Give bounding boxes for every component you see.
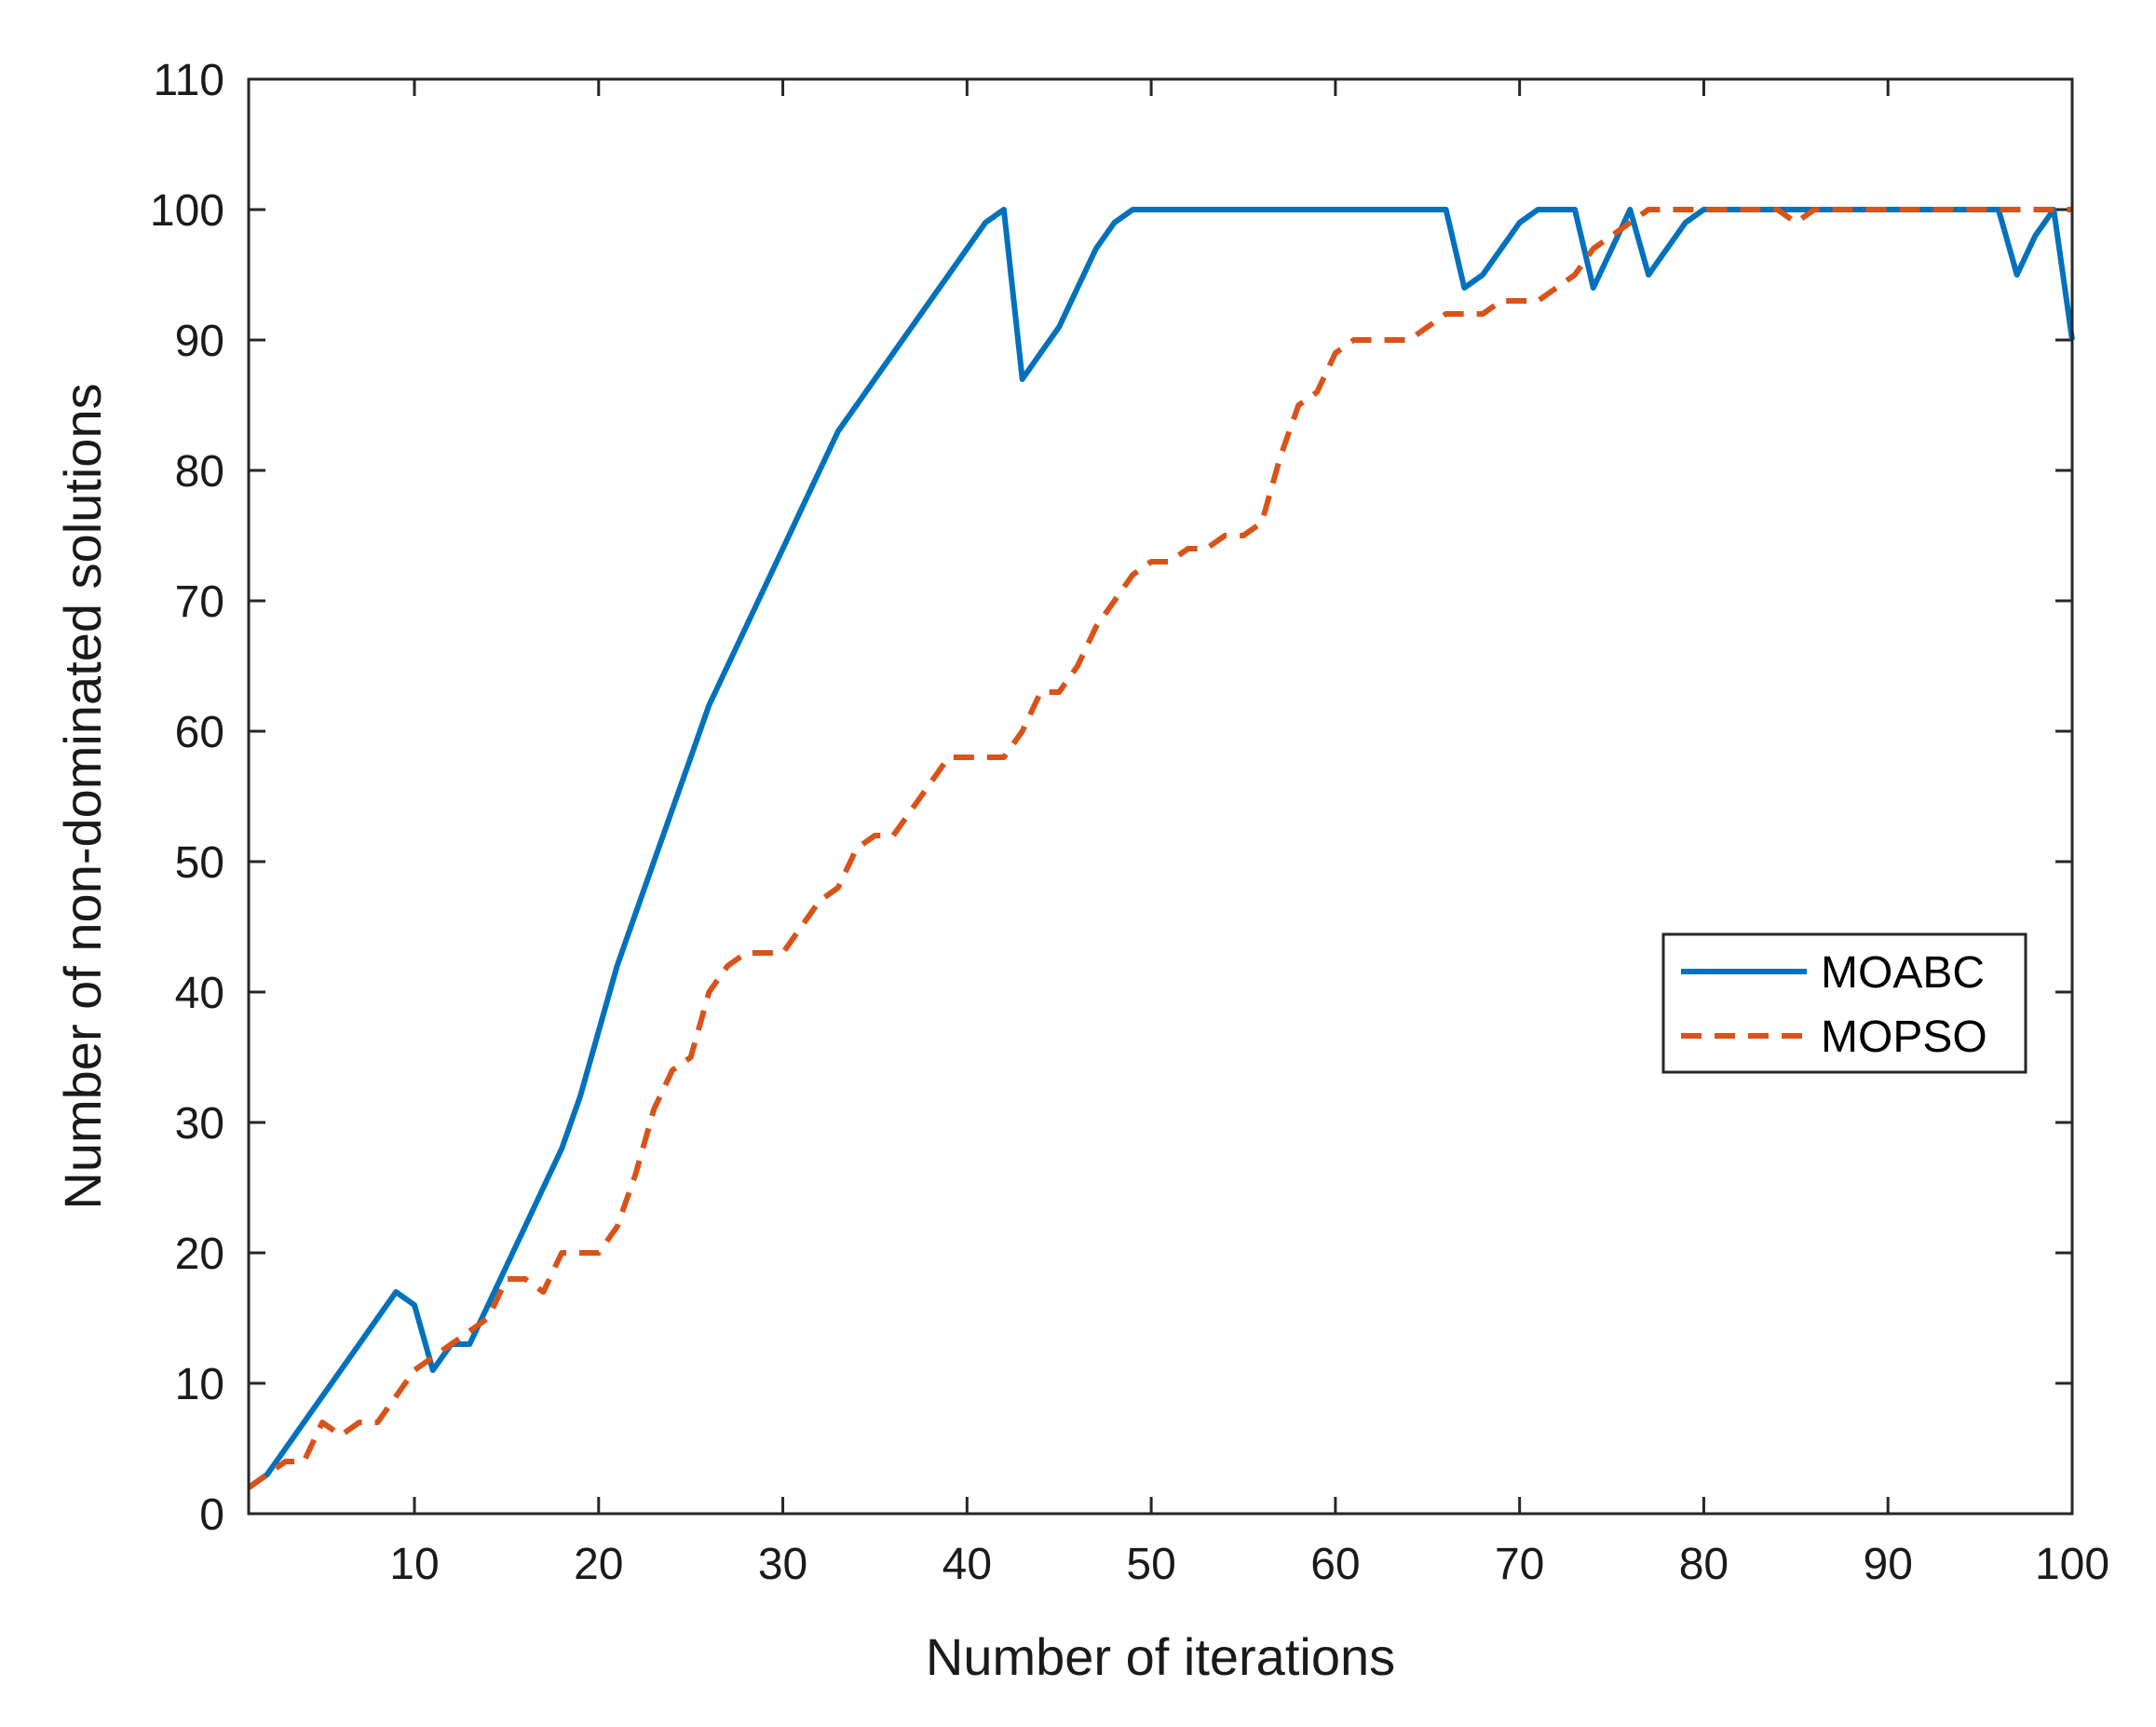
- x-tick-label: 50: [1126, 1540, 1175, 1589]
- series-line-moabc: [247, 207, 2075, 1490]
- x-tick-label: 90: [1864, 1540, 1913, 1589]
- y-tick-label: 10: [175, 1360, 224, 1409]
- x-tick-label: 100: [2035, 1540, 2109, 1589]
- x-tick-label: 10: [389, 1540, 439, 1589]
- x-axis-title: Number of iterations: [926, 1627, 1395, 1686]
- series-line-mopso: [247, 207, 2072, 1490]
- x-tick-label: 60: [1310, 1540, 1360, 1589]
- y-axis-title: Number of non-dominated solutions: [53, 383, 112, 1209]
- y-tick-label: 20: [175, 1230, 224, 1279]
- legend-box: [1661, 932, 2027, 1074]
- y-tick-label: 80: [175, 447, 224, 496]
- x-tick-label: 40: [942, 1540, 992, 1589]
- legend-label-mopso: MOPSO: [1821, 1013, 1987, 1062]
- y-tick-label: 40: [175, 969, 224, 1018]
- series-lines: [247, 207, 2075, 1490]
- y-tick-label: 70: [175, 578, 224, 627]
- legend: MOABC MOPSO: [1661, 932, 2027, 1074]
- plot-area: [249, 79, 2072, 1514]
- y-tick-label: 90: [175, 317, 224, 366]
- y-tick-label: 50: [175, 838, 224, 888]
- x-tick-label: 70: [1495, 1540, 1544, 1589]
- x-tick-label: 20: [574, 1540, 623, 1589]
- x-tick-label: 30: [758, 1540, 807, 1589]
- y-tick-label: 0: [199, 1490, 224, 1540]
- y-tick-label: 110: [153, 56, 224, 105]
- y-tick-label: 60: [175, 708, 224, 757]
- y-tick-label: 30: [175, 1099, 224, 1149]
- x-tick-labels: 10 20 30 40 50 60 70 80 90 100: [389, 1540, 2109, 1589]
- x-tick-label: 80: [1679, 1540, 1729, 1589]
- plot-frame: [247, 77, 2074, 1516]
- y-tick-labels: 0 10 20 30 40 50 60 70 80 90 100 110: [150, 56, 224, 1540]
- legend-label-moabc: MOABC: [1821, 948, 1985, 998]
- y-tick-label: 100: [150, 186, 224, 236]
